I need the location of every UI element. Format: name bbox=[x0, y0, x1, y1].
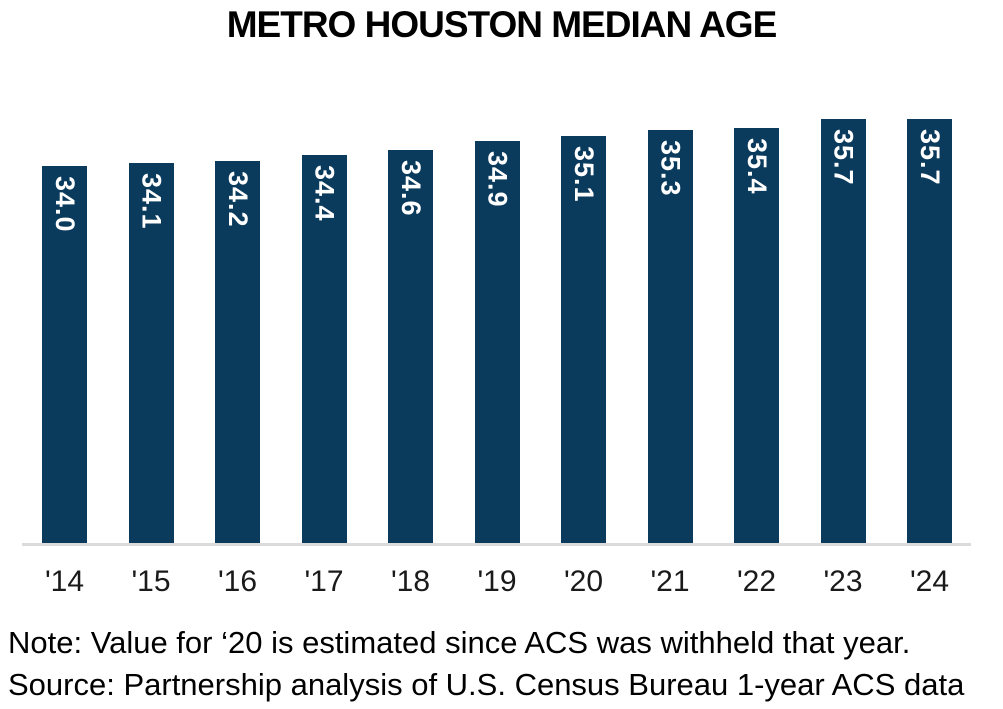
x-axis-labels: '14 '15 '16 '17 '18 '19 '20 '21 '22 '23 '24 bbox=[42, 565, 952, 599]
x-axis-label: '18 bbox=[390, 565, 431, 598]
x-axis-label: '17 bbox=[304, 565, 344, 598]
footnotes: Note: Value for ‘20 is estimated since A… bbox=[8, 622, 998, 706]
x-axis-label: '16 bbox=[217, 565, 258, 598]
bar-value-label: 35.1 bbox=[569, 145, 599, 203]
bar: 34.9 bbox=[474, 141, 520, 543]
x-axis-label: '20 bbox=[563, 565, 604, 598]
bar: 35.1 bbox=[561, 135, 606, 543]
bar-value-label: 34.6 bbox=[396, 159, 426, 217]
x-axis-label: '15 bbox=[131, 565, 171, 598]
source-text: Source: Partnership analysis of U.S. Cen… bbox=[8, 667, 965, 702]
bar: 34.4 bbox=[301, 155, 347, 543]
x-axis-label: '19 bbox=[477, 565, 517, 598]
plot-area: 34.0 34.1 34.2 34.4 34.6 34.9 35.1 35.3 35.4 35.7… bbox=[42, 90, 952, 543]
bar-value-label: 35.7 bbox=[915, 129, 945, 186]
bar: 35.7 bbox=[907, 119, 952, 543]
bar-value-label: 35.3 bbox=[655, 140, 686, 197]
x-axis-label: '23 bbox=[823, 565, 863, 598]
bar-value-label: 35.7 bbox=[828, 129, 859, 186]
bar: 34.6 bbox=[388, 149, 433, 543]
x-axis-line bbox=[22, 543, 971, 546]
x-axis-label: '22 bbox=[736, 565, 777, 598]
bar: 35.3 bbox=[647, 130, 693, 543]
bar-value-label: 35.4 bbox=[742, 137, 772, 195]
bar: 35.7 bbox=[820, 119, 866, 543]
bar: 34.2 bbox=[215, 160, 260, 543]
x-axis-label: '24 bbox=[909, 565, 950, 598]
bar-value-label: 34.2 bbox=[223, 170, 253, 228]
bar-value-label: 34.0 bbox=[50, 176, 80, 233]
bar-value-label: 34.9 bbox=[482, 151, 513, 208]
bar: 35.4 bbox=[734, 127, 779, 543]
bar-value-label: 34.4 bbox=[309, 165, 340, 222]
bar: 34.0 bbox=[42, 166, 87, 543]
bar-value-label: 34.1 bbox=[136, 173, 167, 230]
bar: 34.1 bbox=[128, 163, 174, 543]
x-axis-label: '21 bbox=[650, 565, 690, 598]
note-text: Note: Value for ‘20 is estimated since A… bbox=[8, 625, 911, 660]
chart-title: METRO HOUSTON MEDIAN AGE bbox=[226, 4, 778, 45]
x-axis-label: '14 bbox=[44, 565, 85, 598]
